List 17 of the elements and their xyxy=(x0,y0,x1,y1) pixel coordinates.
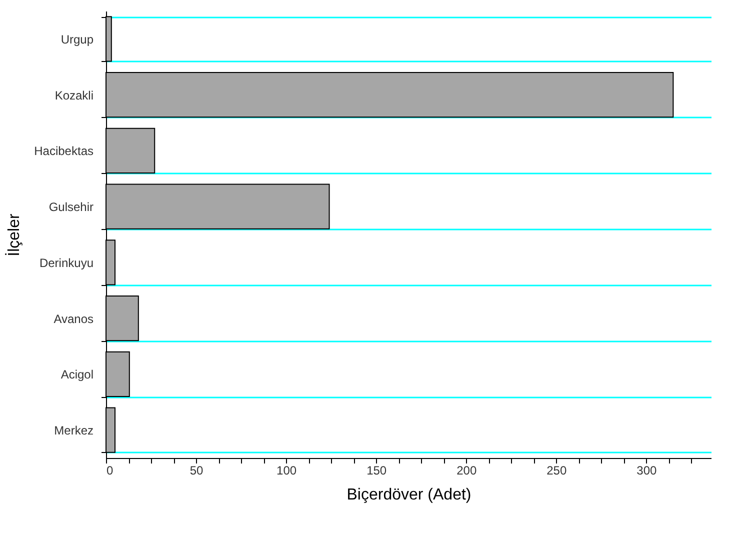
x-tick-label: 250 xyxy=(546,464,567,478)
x-tick-label: 50 xyxy=(190,464,204,478)
x-tick-label: 150 xyxy=(366,464,387,478)
y-tick-label: Gulsehir xyxy=(48,200,94,214)
y-axis-title: İlçeler xyxy=(5,212,24,256)
y-tick-label: Merkez xyxy=(54,424,94,438)
y-tick-label: Derinkuyu xyxy=(39,256,94,270)
x-tick-label: 300 xyxy=(636,464,658,478)
x-axis-title: Biçerdöver (Adet) xyxy=(346,486,472,504)
x-tick-label: 200 xyxy=(456,464,477,478)
x-tick-label: 100 xyxy=(276,464,297,478)
y-tick-label: Hacibektas xyxy=(34,144,94,158)
x-tick-label: 0 xyxy=(106,464,114,478)
y-tick-label: Kozakli xyxy=(54,88,94,102)
y-tick-label: Avanos xyxy=(54,312,94,326)
y-tick-label: Urgup xyxy=(60,32,94,46)
y-tick-label: Acigol xyxy=(60,368,94,382)
